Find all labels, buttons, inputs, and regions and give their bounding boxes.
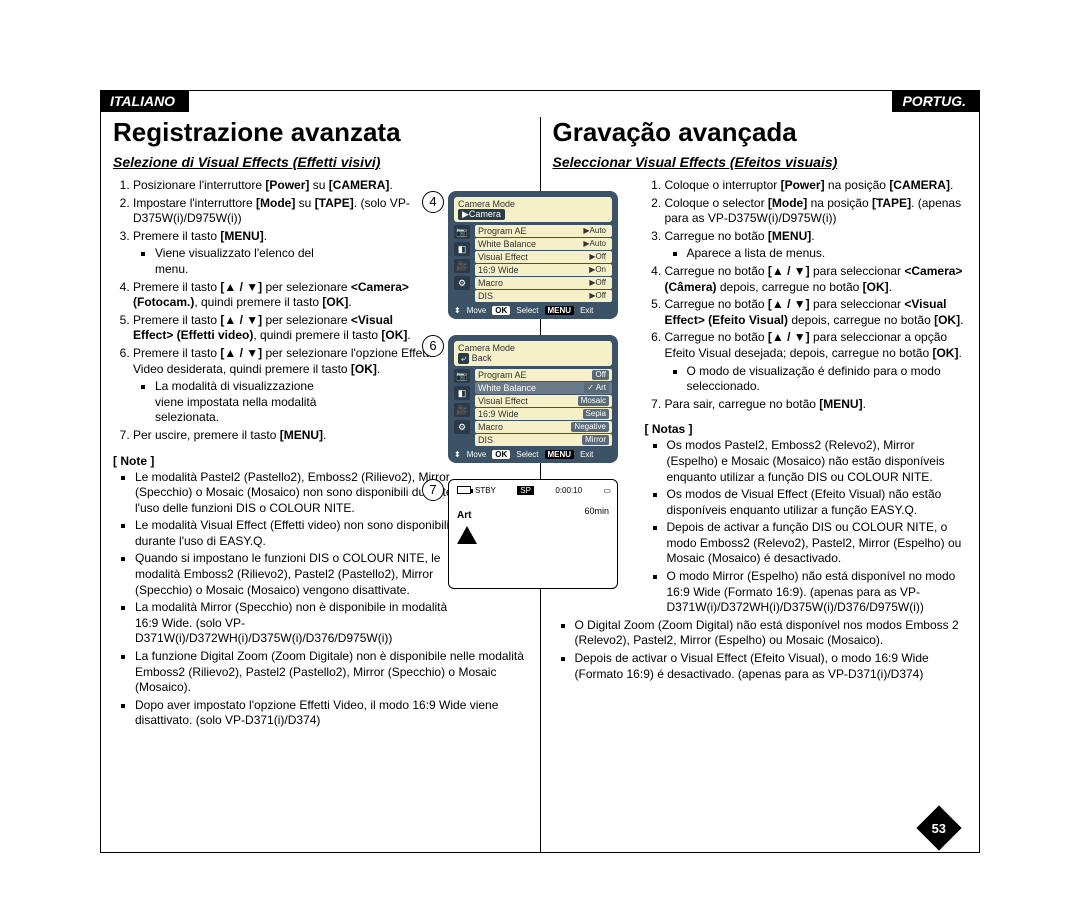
viewfinder-7: STBY SP 0:00:10 ▭ 60min Art xyxy=(448,479,618,589)
rec-icon: 🎥 xyxy=(454,403,470,417)
step-item: Premere il tasto [▲ / ▼] per selezionare… xyxy=(133,346,436,426)
osd-menu-row: MacroNegative xyxy=(475,421,612,433)
camera-icon: 📷 xyxy=(454,225,470,239)
play-icon xyxy=(457,526,477,544)
step-item: Para sair, carregue no botão [MENU]. xyxy=(665,397,968,413)
step-item: Coloque o interruptor [Power] na posição… xyxy=(665,178,968,194)
figure-number-4: 4 xyxy=(422,191,444,213)
step-item: Carregue no botão [▲ / ▼] para seleccion… xyxy=(665,330,968,394)
section-subtitle-left: Selezione di Visual Effects (Effetti vis… xyxy=(113,154,528,170)
note-item: Os modos Pastel2, Emboss2 (Relevo2), Mir… xyxy=(667,438,968,485)
step-item: Carregue no botão [▲ / ▼] para seleccion… xyxy=(665,264,968,295)
note-item: Le modalità Pastel2 (Pastello2), Emboss2… xyxy=(135,470,455,517)
osd-menu-row: Visual EffectMosaic xyxy=(475,395,612,407)
osd-menu-row: 16:9 Wide▶On xyxy=(475,264,612,276)
steps-list-right: Coloque o interruptor [Power] na posição… xyxy=(645,178,968,412)
notes-list-right-wide: O Digital Zoom (Zoom Digital) não está d… xyxy=(553,618,968,682)
figure-number-6: 6 xyxy=(422,335,444,357)
osd-menu-row: Program AEOff xyxy=(475,369,612,381)
note-item: Depois de activar o Visual Effect (Efeit… xyxy=(575,651,968,682)
note-item: Le modalità Visual Effect (Effetti video… xyxy=(135,518,455,549)
gear-icon: ⚙ xyxy=(454,420,470,434)
effect-label: Art xyxy=(457,510,471,521)
osd-menu-row: Visual Effect▶Off xyxy=(475,251,612,263)
osd-menu-row: DISMirror xyxy=(475,434,612,446)
steps-list-left: Posizionare l'interruttore [Power] su [C… xyxy=(113,178,436,444)
osd-menu-row: White Balance▶Auto xyxy=(475,238,612,250)
note-item: O modo Mirror (Espelho) não está disponí… xyxy=(667,569,968,616)
step-item: Coloque o selector [Mode] na posição [TA… xyxy=(665,196,968,227)
page-title-right: Gravação avançada xyxy=(553,117,968,148)
step-sub: O modo de visualização é definido para o… xyxy=(687,364,968,395)
note-item: Dopo aver impostato l'opzione Effetti Vi… xyxy=(135,698,528,729)
step-item: Premere il tasto [MENU]. Viene visualizz… xyxy=(133,229,436,278)
step-item: Per uscire, premere il tasto [MENU]. xyxy=(133,428,436,444)
rec-icon: 🎥 xyxy=(454,259,470,273)
tape-icon: ▭ xyxy=(603,486,611,495)
figure-number-7: 7 xyxy=(422,479,444,501)
figure-4: 4 Camera Mode ▶Camera 📷 ◧ 🎥 ⚙ Program AE… xyxy=(448,191,632,319)
note-item: La funzione Digital Zoom (Zoom Digitale)… xyxy=(135,649,528,696)
note-item: O Digital Zoom (Zoom Digital) não está d… xyxy=(575,618,968,649)
osd-menu-row: Macro▶Off xyxy=(475,277,612,289)
osd-menu-row: White Balance✓ Art xyxy=(475,382,612,394)
tape-icon: ◧ xyxy=(454,242,470,256)
page-frame: ITALIANO PORTUG. Registrazione avanzata … xyxy=(100,90,980,853)
notes-list-right: Os modos Pastel2, Emboss2 (Relevo2), Mir… xyxy=(645,438,968,616)
step-item: Premere il tasto [▲ / ▼] per selezionare… xyxy=(133,280,436,311)
figure-7: 7 STBY SP 0:00:10 ▭ 60min Art xyxy=(448,479,632,589)
step-item: Premere il tasto [▲ / ▼] per selezionare… xyxy=(133,313,436,344)
figure-6: 6 Camera Mode ⤶ Back 📷 ◧ 🎥 ⚙ Program AEO… xyxy=(448,335,632,463)
center-figure-strip: 4 Camera Mode ▶Camera 📷 ◧ 🎥 ⚙ Program AE… xyxy=(448,191,632,589)
notes-heading-right: [ Notas ] xyxy=(645,422,968,436)
osd-screen-6: Camera Mode ⤶ Back 📷 ◧ 🎥 ⚙ Program AEOff… xyxy=(448,335,618,463)
language-badge-right: PORTUG. xyxy=(892,90,980,112)
page-title-left: Registrazione avanzata xyxy=(113,117,528,148)
step-item: Posizionare l'interruttore [Power] su [C… xyxy=(133,178,436,194)
osd-screen-4: Camera Mode ▶Camera 📷 ◧ 🎥 ⚙ Program AE▶A… xyxy=(448,191,618,319)
note-item: Depois de activar a função DIS ou COLOUR… xyxy=(667,520,968,567)
note-item: Quando si impostano le funzioni DIS o CO… xyxy=(135,551,455,598)
step-sub: La modalità di visualizzazione viene imp… xyxy=(155,379,344,426)
camera-icon: 📷 xyxy=(454,369,470,383)
note-item: Os modos de Visual Effect (Efeito Visual… xyxy=(667,487,968,518)
tape-icon: ◧ xyxy=(454,386,470,400)
step-item: Carregue no botão [▲ / ▼] para seleccion… xyxy=(665,297,968,328)
gear-icon: ⚙ xyxy=(454,276,470,290)
step-item: Impostare l'interruttore [Mode] su [TAPE… xyxy=(133,196,436,227)
note-item: La modalità Mirror (Specchio) non è disp… xyxy=(135,600,455,647)
time-remaining: 60min xyxy=(584,506,609,516)
section-subtitle-right: Seleccionar Visual Effects (Efeitos visu… xyxy=(553,154,968,170)
battery-icon xyxy=(457,486,471,494)
step-sub: Aparece a lista de menus. xyxy=(687,246,968,262)
step-sub: Viene visualizzato l'elenco del menu. xyxy=(155,246,344,277)
language-badge-left: ITALIANO xyxy=(100,90,189,112)
osd-menu-row: 16:9 WideSepia xyxy=(475,408,612,420)
osd-menu-row: DIS▶Off xyxy=(475,290,612,302)
step-item: Carregue no botão [MENU]. Aparece a list… xyxy=(665,229,968,262)
osd-menu-row: Program AE▶Auto xyxy=(475,225,612,237)
